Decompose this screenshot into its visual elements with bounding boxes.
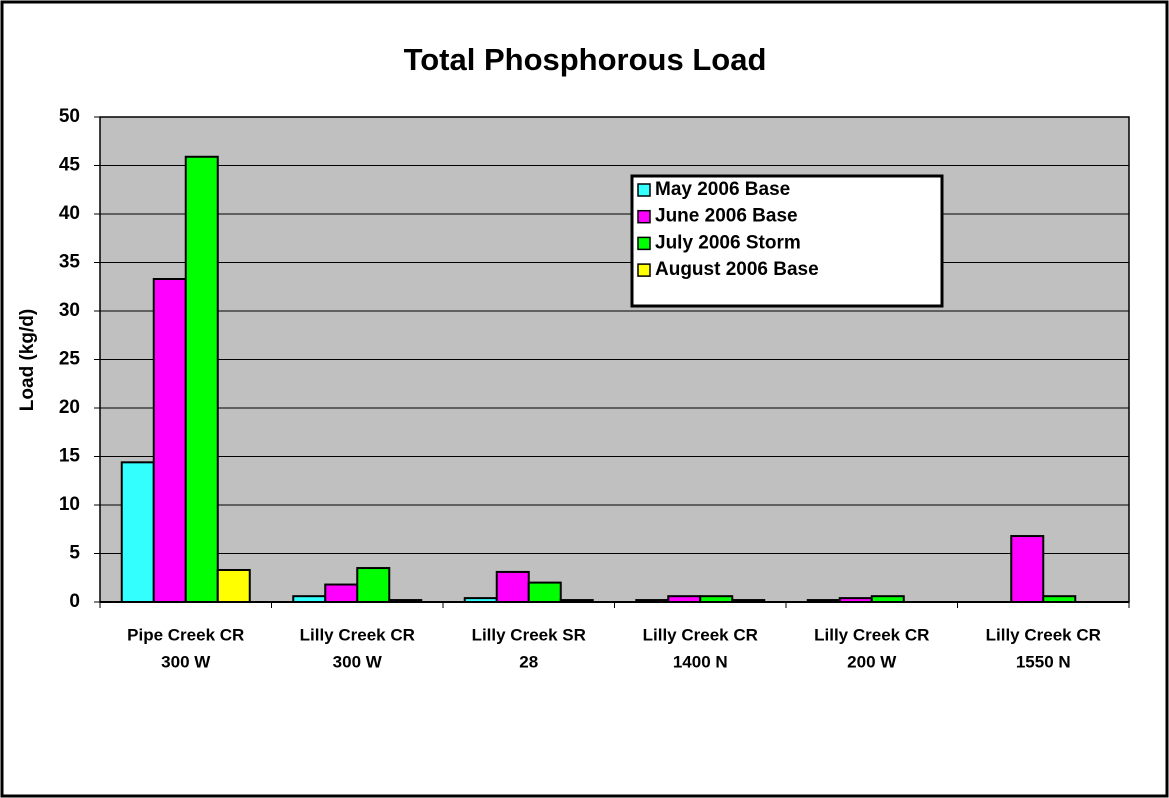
y-tick-label: 30 <box>59 300 80 321</box>
legend-label: June 2006 Base <box>655 206 798 227</box>
bar <box>356 567 391 603</box>
bar <box>527 581 562 603</box>
y-tick-label: 20 <box>59 397 80 418</box>
legend-label: May 2006 Base <box>655 179 790 200</box>
legend-label: July 2006 Storm <box>655 232 801 253</box>
y-axis-label: Load (kg/d) <box>17 309 38 411</box>
legend-swatch <box>637 236 651 251</box>
x-tick-label: 1400 N <box>673 652 728 671</box>
y-tick-label: 25 <box>59 349 81 370</box>
legend-label: August 2006 Base <box>655 259 819 280</box>
x-tick-label: 300 W <box>161 652 211 671</box>
legend-swatch <box>637 183 651 197</box>
x-tick-label: Pipe Creek CR <box>127 625 244 644</box>
bar <box>184 155 219 604</box>
y-tick-label: 35 <box>59 252 81 273</box>
y-tick-label: 5 <box>69 543 80 564</box>
x-tick-label: Lilly Creek CR <box>643 625 758 644</box>
x-tick-label: 28 <box>519 652 538 671</box>
x-tick-label: 1550 N <box>1016 652 1071 671</box>
x-tick-label: Lilly Creek CR <box>986 625 1101 644</box>
bar <box>216 568 251 603</box>
y-tick-label: 0 <box>69 591 80 612</box>
x-tick-label: 300 W <box>333 652 383 671</box>
bar <box>324 583 359 603</box>
y-tick-label: 50 <box>59 106 80 127</box>
legend-box <box>630 174 944 308</box>
x-tick-label: Lilly Creek CR <box>300 625 415 644</box>
bar <box>495 570 530 603</box>
x-tick-label: 200 W <box>847 652 897 671</box>
x-tick-label: Lilly Creek CR <box>814 625 929 644</box>
legend-swatch <box>637 209 651 224</box>
bar <box>152 277 187 603</box>
legend-swatch <box>637 263 651 277</box>
y-tick-label: 15 <box>59 446 81 467</box>
chart-title: Total Phosphorous Load <box>404 42 767 77</box>
y-tick-label: 10 <box>59 494 80 515</box>
bar <box>120 461 155 603</box>
bar <box>1010 535 1045 603</box>
y-tick-label: 45 <box>59 155 81 176</box>
y-tick-label: 40 <box>59 203 80 224</box>
x-tick-label: Lilly Creek SR <box>472 625 586 644</box>
